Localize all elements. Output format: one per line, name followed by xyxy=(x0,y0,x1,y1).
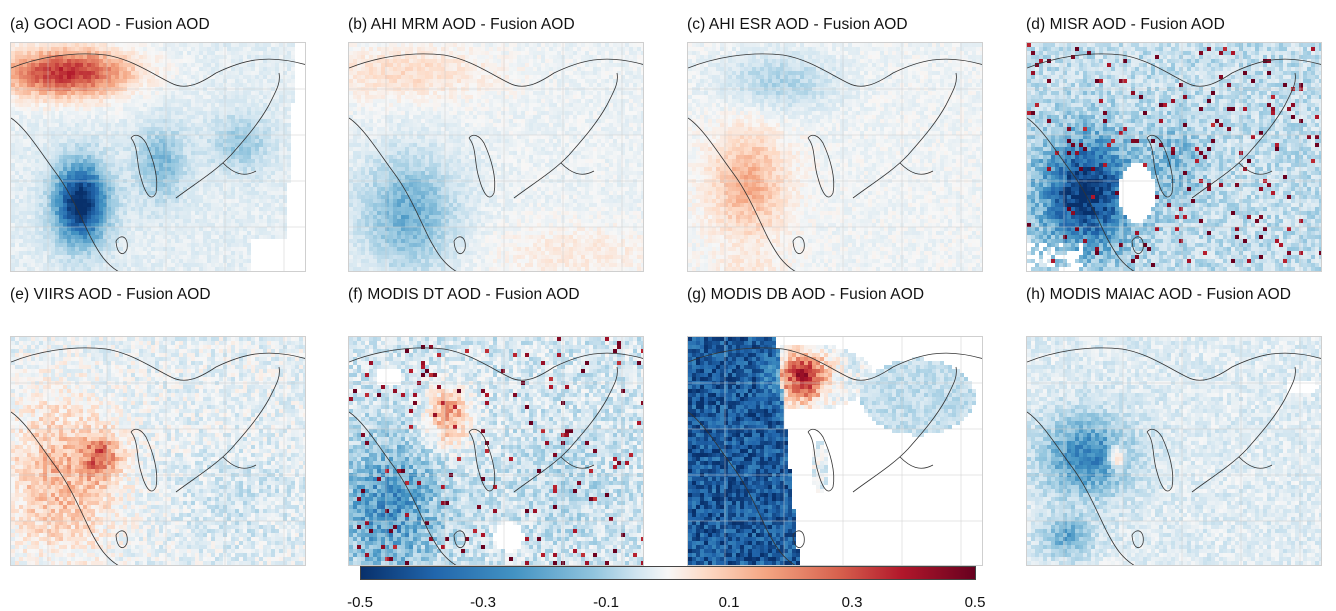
panel-title: (d) MISR AOD - Fusion AOD xyxy=(1026,16,1336,34)
colorbar-tick-label: -0.1 xyxy=(593,594,619,611)
colorbar-tick-label: 0.5 xyxy=(965,594,986,611)
map-misr-difference xyxy=(1026,42,1322,272)
colorbar-tick-label: 0.3 xyxy=(842,594,863,611)
map-goci-difference xyxy=(10,42,306,272)
panel-title: (a) GOCI AOD - Fusion AOD xyxy=(10,16,330,34)
colorbar xyxy=(360,566,976,580)
panel-title: (c) AHI ESR AOD - Fusion AOD xyxy=(687,16,1007,34)
panel-title: (f) MODIS DT AOD - Fusion AOD xyxy=(348,286,668,304)
map-modis-maiac-difference xyxy=(1026,336,1322,566)
map-ahi-mrm-difference xyxy=(348,42,644,272)
map-modis-db-difference xyxy=(687,336,983,566)
map-viirs-difference xyxy=(10,336,306,566)
map-modis-dt-difference xyxy=(348,336,644,566)
panel-title: (b) AHI MRM AOD - Fusion AOD xyxy=(348,16,668,34)
colorbar-tick-label: -0.5 xyxy=(347,594,373,611)
map-ahi-esr-difference xyxy=(687,42,983,272)
colorbar-tick-label: -0.3 xyxy=(470,594,496,611)
panel-title: (e) VIIRS AOD - Fusion AOD xyxy=(10,286,330,304)
panel-title: (h) MODIS MAIAC AOD - Fusion AOD xyxy=(1026,286,1336,304)
colorbar-tick-label: 0.1 xyxy=(719,594,740,611)
panel-title: (g) MODIS DB AOD - Fusion AOD xyxy=(687,286,1007,304)
